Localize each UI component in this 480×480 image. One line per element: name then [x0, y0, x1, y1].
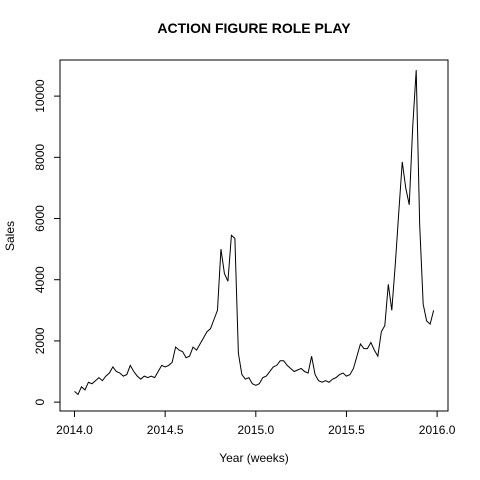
- line-series: [74, 70, 435, 396]
- y-axis-label: Sales: [3, 221, 17, 251]
- x-tick-label: 2015.0: [237, 423, 274, 437]
- x-tick-label: 2015.5: [328, 423, 365, 437]
- x-tick-label: 2014.0: [56, 423, 93, 437]
- y-tick-label: 2000: [33, 327, 47, 354]
- y-tick-label: 6000: [33, 205, 47, 232]
- y-tick-label: 10000: [33, 79, 47, 113]
- x-tick-label: 2016.0: [419, 423, 456, 437]
- x-tick-label: 2014.5: [147, 423, 184, 437]
- y-tick-label: 4000: [33, 266, 47, 293]
- chart-title: ACTION FIGURE ROLE PLAY: [157, 20, 351, 36]
- plot-box: [59, 59, 449, 412]
- y-tick-label: 8000: [33, 144, 47, 171]
- y-tick-label: 0: [33, 398, 47, 405]
- x-axis-label: Year (weeks): [219, 451, 289, 465]
